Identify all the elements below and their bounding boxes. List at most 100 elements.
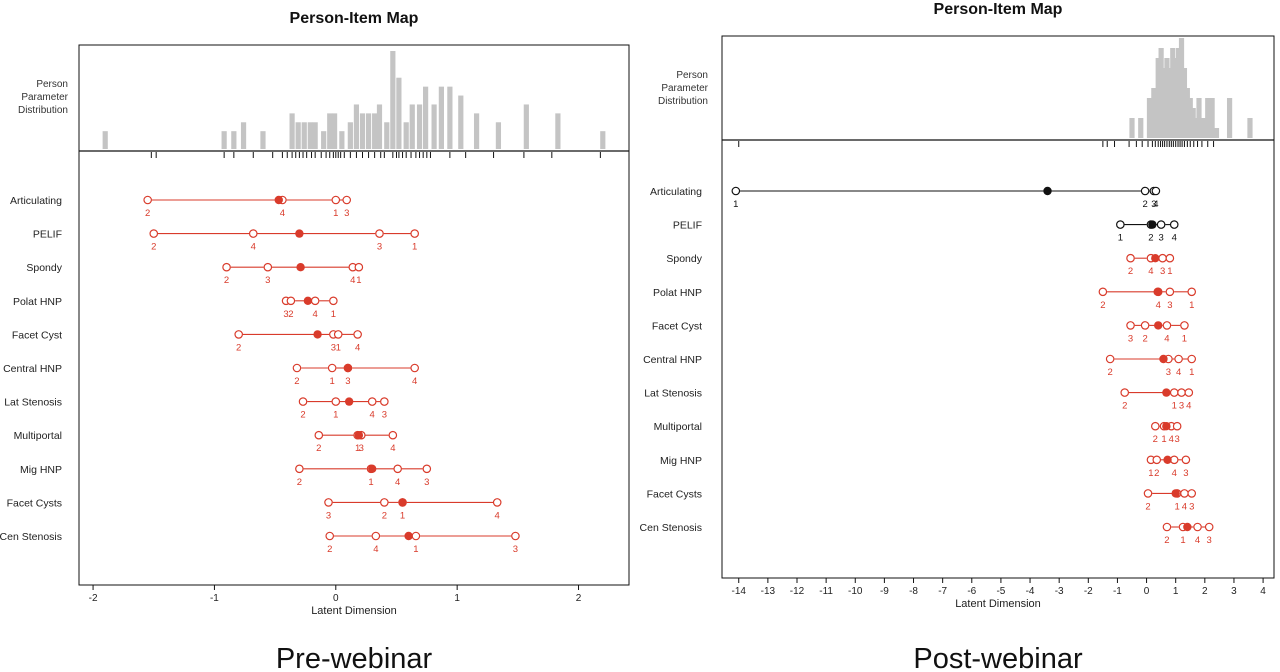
person-distribution-bar (1213, 128, 1220, 138)
item-threshold-label: 2 (1145, 501, 1150, 512)
item-threshold-marker (1184, 388, 1194, 397)
item-label: Central HNP (643, 354, 702, 366)
item-threshold-marker (411, 531, 421, 541)
item-threshold-marker (1152, 455, 1162, 465)
x-axis-tick-label: 2 (576, 593, 582, 604)
item-threshold-marker (1126, 321, 1135, 330)
person-distribution-bar (1200, 118, 1206, 138)
item-threshold-marker (331, 397, 341, 406)
item-label: Lat Stenosis (4, 397, 62, 409)
item-label: Polat HNP (13, 296, 62, 308)
x-axis-tick-label: -8 (909, 586, 918, 597)
item-threshold-marker (1172, 421, 1182, 431)
item-threshold-label: 4 (390, 443, 395, 454)
x-axis-tick-label: 3 (1231, 586, 1237, 597)
x-axis-tick-label: -1 (210, 593, 219, 604)
item-threshold-marker (511, 531, 520, 541)
item-location-marker (1148, 220, 1157, 229)
item-threshold-label: 2 (145, 208, 150, 219)
person-distribution-bar (321, 131, 327, 149)
person-distribution-bar (359, 113, 366, 149)
item-threshold-marker (314, 430, 324, 440)
item-threshold-marker (143, 195, 152, 205)
item-location-marker (1171, 489, 1180, 498)
item-threshold-marker (1165, 253, 1175, 263)
person-distribution-bar (1226, 98, 1233, 138)
person-distribution-bar (390, 51, 396, 149)
item-threshold-label: 2 (382, 510, 387, 521)
item-threshold-label: 1 (333, 208, 338, 219)
item-threshold-label: 1 (333, 410, 338, 421)
item-threshold-label: 3 (1207, 535, 1212, 546)
item-location-marker (1043, 186, 1052, 196)
x-axis-tick-label: 4 (1260, 586, 1266, 597)
item-label: Articulating (10, 195, 62, 207)
item-threshold-label: 3 (377, 242, 382, 253)
item-location-marker (368, 464, 377, 473)
x-axis-tick-label: -13 (761, 586, 776, 597)
x-axis-tick-label: 2 (1202, 586, 1208, 597)
item-threshold-marker (329, 296, 338, 306)
x-axis-tick-label: 1 (454, 593, 460, 604)
person-distribution-bar (403, 122, 409, 149)
plot-frame (78, 44, 630, 586)
item-threshold-label: 4 (1148, 266, 1153, 277)
item-label: Lat Stenosis (644, 388, 702, 400)
x-axis-label: Latent Dimension (955, 598, 1041, 610)
item-threshold-label: 2 (1153, 434, 1158, 445)
item-threshold-marker (353, 330, 362, 339)
person-distribution-label: Parameter (661, 83, 708, 94)
item-threshold-label: 1 (1172, 401, 1177, 412)
item-threshold-label: 4 (373, 544, 378, 555)
person-distribution-bar (289, 113, 295, 149)
item-label: Mig HNP (20, 464, 62, 476)
item-location-marker (1159, 354, 1168, 364)
item-threshold-marker (310, 296, 320, 306)
item-threshold-label: 3 (359, 443, 364, 454)
person-distribution-bar (221, 131, 227, 149)
item-location-marker (354, 431, 364, 440)
person-distribution-bar (260, 131, 266, 149)
item-label: Facet Cysts (647, 488, 702, 500)
item-threshold-label: 1 (1189, 367, 1194, 378)
person-distribution-bar (1155, 58, 1161, 138)
x-axis-tick-label: -7 (938, 586, 947, 597)
person-distribution-bar (523, 104, 529, 149)
item-location-marker (404, 531, 413, 541)
person-distribution-bar (1161, 68, 1167, 138)
item-threshold-marker (1180, 489, 1189, 498)
item-threshold-label: 3 (331, 342, 336, 353)
x-axis-tick-label: -6 (967, 586, 976, 597)
person-distribution-bar (1178, 38, 1185, 138)
item-threshold-marker (380, 498, 389, 507)
item-threshold-label: 3 (326, 510, 331, 521)
item-threshold-label: 4 (1169, 434, 1174, 445)
item-label: Spondy (26, 262, 62, 274)
item-threshold-marker (1174, 354, 1183, 364)
item-threshold-label: 1 (413, 544, 418, 555)
item-threshold-label: 4 (1156, 300, 1161, 311)
x-axis-tick-label: -9 (880, 586, 889, 597)
item-threshold-marker (1169, 220, 1179, 229)
person-distribution-bar (1170, 48, 1176, 138)
item-threshold-label: 4 (412, 376, 417, 387)
item-threshold-marker (1140, 321, 1150, 330)
item-threshold-marker (1165, 287, 1175, 297)
item-threshold-marker (325, 531, 335, 541)
item-label: Facet Cyst (12, 329, 62, 341)
item-threshold-marker (327, 363, 337, 373)
item-threshold-marker (292, 363, 302, 373)
item-threshold-marker (1187, 354, 1197, 364)
x-axis-tick-label: 0 (333, 593, 339, 604)
item-threshold-label: 4 (1195, 535, 1200, 546)
item-threshold-marker (222, 262, 231, 272)
item-threshold-label: 1 (400, 510, 405, 521)
person-distribution-bar (1173, 58, 1179, 138)
person-distribution-bar (1151, 88, 1157, 138)
item-threshold-marker (1098, 287, 1108, 297)
item-threshold-label: 2 (1164, 535, 1169, 546)
item-threshold-label: 4 (1186, 401, 1191, 412)
person-distribution-bar (396, 77, 402, 149)
item-threshold-label: 1 (330, 376, 335, 387)
item-location-marker (274, 195, 283, 205)
